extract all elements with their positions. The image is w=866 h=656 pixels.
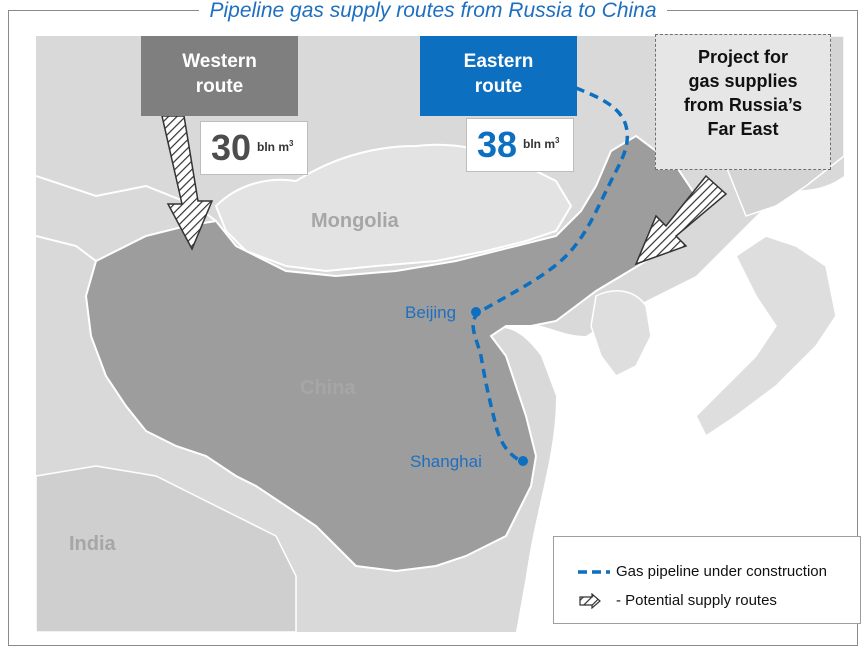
legend-pipeline-label: Gas pipeline under construction (616, 563, 827, 580)
legend-potential-row: - Potential supply routes (578, 592, 777, 610)
far-east-project-label: Project for gas supplies from Russia’s F… (655, 34, 831, 170)
western-volume-callout: 30 bln m3 (200, 121, 308, 175)
western-route-arrow (161, 115, 214, 251)
legend-pipeline-row: Gas pipeline under construction (578, 563, 827, 580)
western-unit-text: bln m (257, 140, 289, 154)
china-label: China (300, 377, 356, 399)
legend: Gas pipeline under construction - Potent… (553, 536, 861, 624)
eastern-route-label-line1: Eastern (463, 51, 534, 72)
eastern-volume-callout: 38 bln m3 (466, 118, 574, 172)
india-label: India (69, 533, 116, 555)
hatched-arrow-icon (579, 592, 601, 610)
beijing-label: Beijing (405, 303, 457, 322)
border-line (36, 235, 97, 262)
far-east-line1: Project for (697, 47, 789, 67)
far-east-line2: gas supplies (688, 71, 798, 91)
mongolia-region (214, 143, 573, 273)
legend-potential-label: - Potential supply routes (616, 592, 777, 609)
eastern-pipeline (471, 86, 629, 463)
western-volume-unit: bln m3 (257, 139, 293, 154)
western-route-label-line1: Western (182, 51, 257, 72)
shanghai-marker (518, 456, 528, 466)
far-east-line4: Far East (707, 119, 779, 139)
eastern-unit-text: bln m (523, 137, 555, 151)
western-route-label: Western route (141, 36, 298, 116)
eastern-route-label: Eastern route (420, 36, 577, 116)
eastern-volume-unit: bln m3 (523, 136, 559, 151)
western-unit-sup: 3 (289, 139, 294, 148)
india-region (36, 465, 297, 632)
title-bar: Pipeline gas supply routes from Russia t… (0, 0, 866, 26)
map-title: Pipeline gas supply routes from Russia t… (199, 0, 667, 22)
dashed-line-icon (578, 570, 610, 574)
beijing-marker (471, 307, 481, 317)
eastern-route-label-line2: route (474, 76, 523, 97)
japan (695, 235, 837, 438)
western-volume-value: 30 (211, 127, 252, 168)
china-region (84, 134, 698, 573)
sea (476, 176, 844, 632)
far-east-route-arrow (634, 174, 728, 266)
mongolia-label: Mongolia (311, 210, 399, 232)
far-east-line3: from Russia’s (683, 95, 803, 115)
eastern-unit-sup: 3 (555, 136, 560, 145)
eastern-volume-value: 38 (477, 124, 518, 165)
korea (590, 290, 652, 377)
western-route-label-line2: route (195, 76, 244, 97)
shanghai-label: Shanghai (410, 452, 482, 471)
map-area (36, 36, 844, 632)
